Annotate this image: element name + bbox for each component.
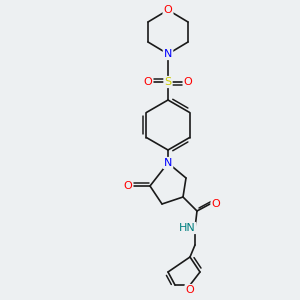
Text: O: O [124, 181, 132, 191]
Text: O: O [164, 5, 172, 15]
Text: O: O [184, 77, 192, 87]
Text: O: O [212, 199, 220, 209]
Text: N: N [164, 158, 172, 168]
Text: O: O [186, 285, 194, 295]
Text: O: O [144, 77, 152, 87]
Text: HN: HN [178, 223, 195, 233]
Text: N: N [164, 49, 172, 59]
Text: S: S [164, 77, 172, 87]
